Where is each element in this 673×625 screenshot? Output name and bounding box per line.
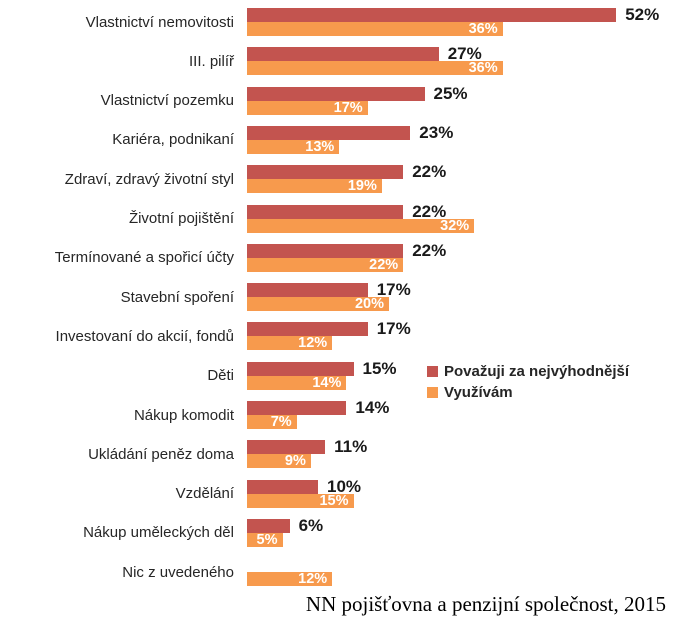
value-label-used: 32% — [440, 217, 470, 234]
bar-used — [247, 139, 340, 154]
category-label: Nic z uvedeného — [122, 563, 234, 581]
value-label-considered: 27% — [447, 44, 482, 64]
value-label-considered: 25% — [433, 83, 468, 103]
value-label-used: 12% — [298, 571, 328, 588]
value-label-used: 9% — [284, 453, 306, 470]
value-label-considered: 11% — [334, 437, 368, 457]
value-label-considered: 17% — [376, 280, 411, 300]
bar-considered — [247, 440, 326, 455]
category-label: Zdraví, zdravý životní styl — [64, 170, 234, 188]
value-label-considered: 15% — [362, 358, 397, 378]
bar-used — [247, 257, 404, 272]
bar-considered — [247, 86, 425, 101]
value-label-considered: 10% — [327, 476, 362, 496]
value-label-used: 13% — [305, 138, 335, 155]
bar-used — [247, 572, 333, 587]
value-label-considered: 22% — [412, 162, 447, 182]
category-label: Děti — [207, 367, 234, 385]
value-label-considered: 23% — [419, 122, 454, 142]
bar-used — [247, 532, 283, 547]
bar-considered — [247, 8, 617, 22]
value-label-used: 7% — [270, 414, 292, 430]
category-label: III. pilíř — [188, 52, 234, 70]
bar-used — [247, 22, 503, 36]
value-label-used: 17% — [333, 99, 363, 116]
bar-used — [247, 218, 475, 233]
value-label-considered: 17% — [376, 319, 411, 339]
bar-used — [247, 415, 297, 429]
bar-used — [247, 61, 503, 76]
value-label-used: 15% — [319, 492, 349, 509]
category-label: Investovaní do akcií, fondů — [55, 327, 234, 345]
value-label-used: 22% — [369, 256, 399, 273]
bar-considered — [247, 479, 318, 494]
legend-swatch-considered-icon — [427, 366, 438, 377]
bar-considered — [247, 283, 368, 298]
value-label-considered: 52% — [625, 5, 660, 24]
value-label-used: 19% — [347, 178, 377, 195]
bar-considered — [247, 47, 439, 62]
category-label: Stavební spoření — [120, 288, 234, 306]
category-label: Vlastnictví nemovitosti — [85, 13, 234, 31]
bar-considered — [247, 125, 411, 140]
category-label: Životní pojištění — [128, 210, 234, 227]
value-label-used: 20% — [354, 296, 384, 313]
category-label: Vlastnictví pozemku — [100, 92, 234, 110]
category-label: Nákup uměleckých děl — [83, 524, 234, 542]
bar-considered — [247, 322, 368, 337]
value-label-considered: 22% — [412, 240, 447, 260]
value-label-considered: 22% — [412, 201, 447, 221]
bar-used — [247, 336, 333, 351]
legend: Považuji za nejvýhodnější Využívám — [427, 361, 629, 403]
bar-used — [247, 100, 368, 115]
bar-used — [247, 454, 311, 469]
legend-label-considered: Považuji za nejvýhodnější — [444, 363, 630, 380]
value-label-considered: 6% — [298, 515, 324, 535]
category-label: Termínované a spořicí účty — [54, 249, 234, 267]
category-label: Nákup komodit — [133, 406, 234, 424]
value-label-used: 14% — [312, 374, 342, 391]
bar-considered — [247, 165, 404, 180]
bar-considered — [247, 243, 404, 258]
category-label: Ukládání peněz doma — [88, 445, 234, 463]
value-label-considered: 14% — [355, 398, 390, 417]
bar-used — [247, 179, 382, 194]
value-label-used: 5% — [256, 531, 278, 548]
value-label-used: 36% — [468, 21, 498, 37]
bar-considered — [247, 361, 354, 376]
bar-used — [247, 375, 347, 390]
bar-used — [247, 493, 354, 508]
legend-label-used: Využívám — [444, 384, 513, 401]
category-label: Vzdělání — [175, 485, 234, 503]
legend-item-used: Využívám — [427, 382, 629, 403]
bar-considered — [247, 204, 404, 219]
value-label-used: 36% — [468, 60, 498, 77]
bar-considered — [247, 401, 347, 415]
legend-item-considered: Považuji za nejvýhodnější — [427, 361, 629, 382]
bar-considered — [247, 518, 290, 533]
value-label-used: 12% — [298, 335, 328, 352]
legend-swatch-used-icon — [427, 387, 438, 398]
bar-used — [247, 297, 389, 312]
source-caption: NN pojišťovna a penzijní společnost, 201… — [305, 592, 666, 616]
category-label: Kariéra, podnikaní — [112, 131, 234, 149]
